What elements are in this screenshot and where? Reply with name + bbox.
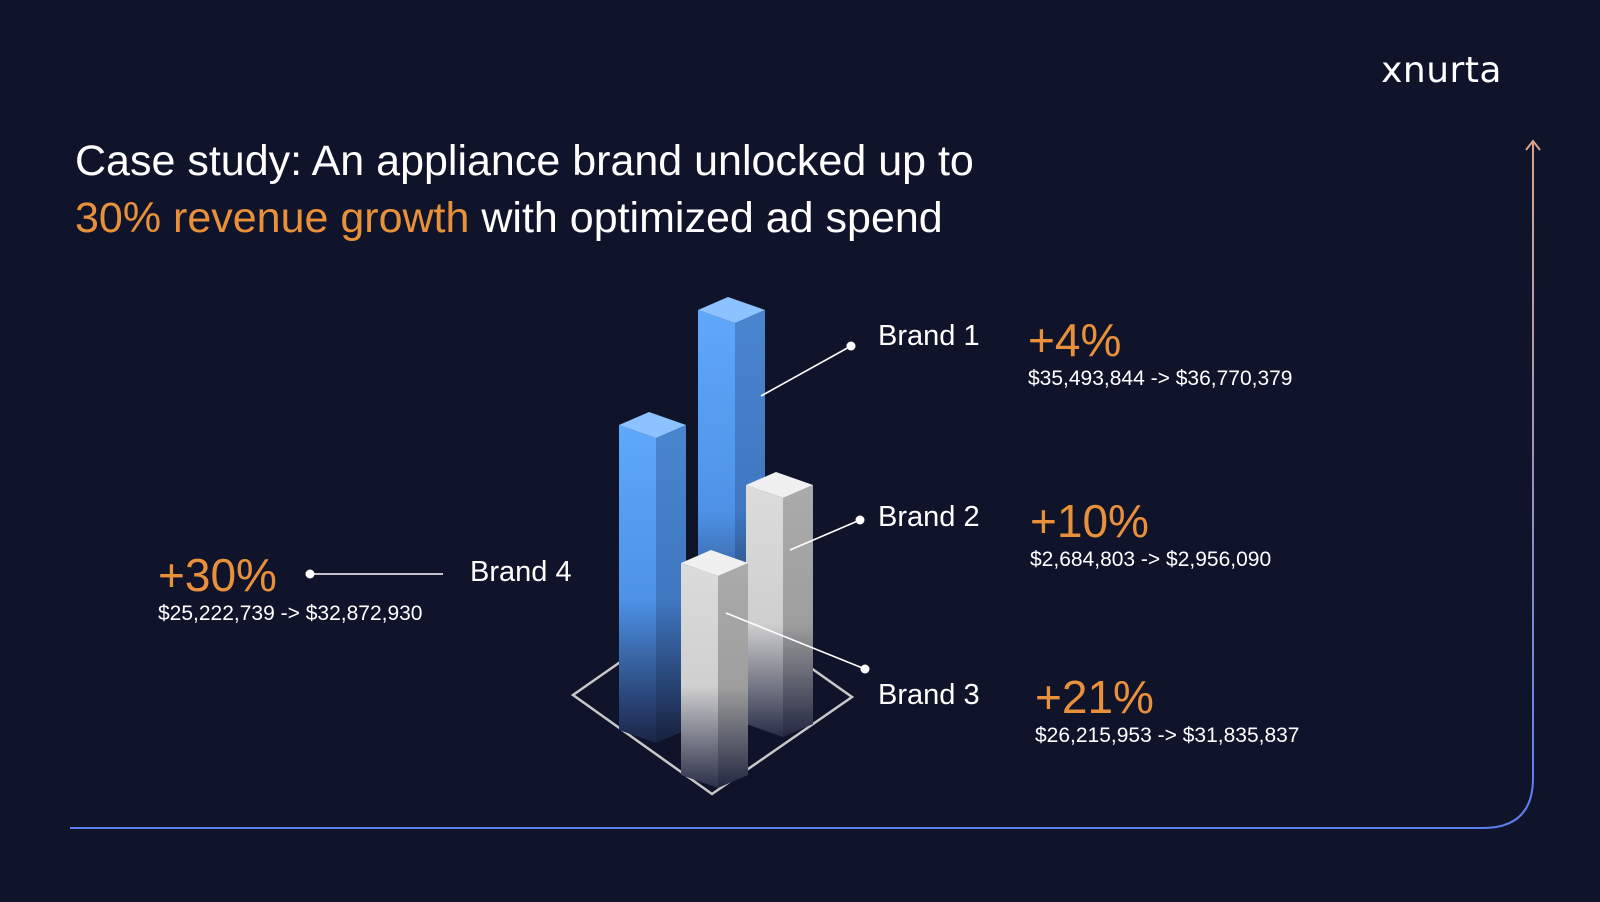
brand-2-range: $2,684,803 -> $2,956,090 (1030, 548, 1272, 571)
bar-front-face (681, 563, 718, 788)
bar-top-face (619, 412, 686, 438)
bar-side-face (718, 563, 748, 788)
bar-brand-4 (619, 412, 686, 743)
page-title: Case study: An appliance brand unlocked … (75, 133, 974, 247)
brand-3-growth: +21% (1035, 671, 1154, 723)
connector-dot (855, 515, 865, 525)
xnurta-logo: xnurta (1381, 50, 1502, 91)
brand-2-label: Brand 2 (878, 501, 980, 533)
connector-line (725, 612, 866, 670)
bar-top-face (681, 550, 748, 576)
brand-2-growth: +10% (1030, 495, 1149, 547)
brand-2-connector (789, 515, 865, 551)
growth-arrow-line (70, 142, 1534, 829)
brand-4-label: Brand 4 (470, 556, 572, 588)
bar-brand-2 (746, 472, 813, 737)
brand-4-range: $25,222,739 -> $32,872,930 (158, 602, 423, 625)
connector-line (760, 345, 852, 397)
connector-dot (846, 341, 856, 351)
brand-1-label: Brand 1 (878, 320, 980, 352)
brand-4-connector (305, 569, 443, 579)
connector-line (789, 519, 861, 551)
brand-3-connector (725, 612, 870, 674)
brand-3-range: $26,215,953 -> $31,835,837 (1035, 724, 1300, 747)
brand-1-growth: +4% (1028, 314, 1122, 366)
title-line1: Case study: An appliance brand unlocked … (75, 137, 974, 185)
connector-dot (860, 664, 870, 674)
brand-1-connector (760, 341, 856, 397)
brand-1-range: $35,493,844 -> $36,770,379 (1028, 367, 1293, 390)
bar-top-face (698, 297, 765, 323)
title-rest: with optimized ad spend (469, 194, 943, 242)
brand-3-label: Brand 3 (878, 679, 980, 711)
bar-top-face (746, 472, 813, 498)
bar-front-face (619, 425, 656, 743)
bar-side-face (783, 485, 813, 737)
arrow-up-icon (1525, 139, 1541, 151)
brand-4-growth: +30% (158, 549, 277, 601)
connector-dot (305, 569, 315, 579)
title-highlight: 30% revenue growth (75, 194, 470, 242)
bar-front-face (746, 485, 783, 737)
bar-side-face (656, 425, 686, 743)
bar-brand-3 (681, 550, 748, 788)
